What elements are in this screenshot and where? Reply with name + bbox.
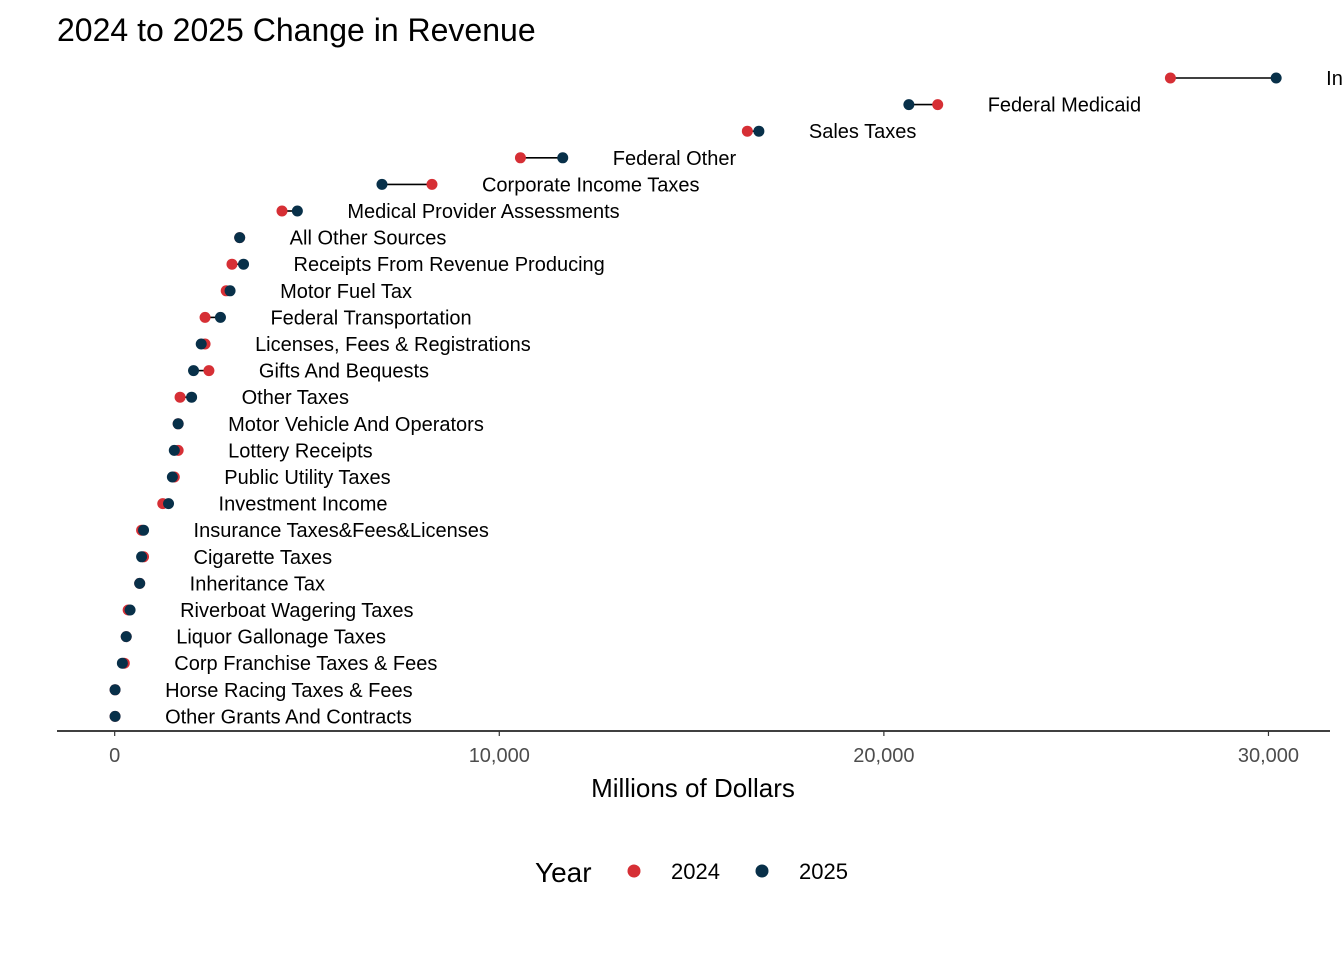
- point-2025: [163, 498, 175, 510]
- category-label: Sales Taxes: [809, 121, 916, 143]
- category-label: Corp Franchise Taxes & Fees: [174, 653, 437, 675]
- point-2025: [186, 391, 198, 403]
- category-label: Horse Racing Taxes & Fees: [165, 680, 413, 702]
- point-2025: [116, 657, 128, 669]
- legend-title: Year: [535, 857, 592, 888]
- chart-title: 2024 to 2025 Change in Revenue: [57, 12, 536, 48]
- point-2025: [188, 365, 200, 377]
- x-axis-title: Millions of Dollars: [591, 773, 795, 803]
- category-label: Inheritance Tax: [190, 573, 325, 595]
- point-2025: [234, 232, 246, 244]
- legend-items: 2024 2025: [627, 859, 848, 884]
- category-label: Cigarette Taxes: [194, 547, 333, 569]
- category-label: All Other Sources: [290, 228, 447, 250]
- plot-area: In Federal Medicaid Sales Taxes Federal Oth…: [109, 68, 1343, 728]
- category-label: Liquor Gallonage Taxes: [176, 627, 386, 649]
- category-label: Riverboat Wagering Taxes: [180, 600, 413, 622]
- point-2024: [174, 391, 186, 403]
- category-label: Federal Transportation: [270, 307, 471, 329]
- category-label: Medical Provider Assessments: [347, 201, 619, 223]
- point-2025: [195, 338, 207, 350]
- point-2025: [109, 684, 121, 696]
- category-label: Corporate Income Taxes: [482, 174, 700, 196]
- point-2024: [514, 152, 526, 164]
- point-2024: [426, 178, 438, 190]
- point-2024: [199, 311, 211, 323]
- category-label: Licenses, Fees & Registrations: [255, 334, 531, 356]
- category-label: Other Grants And Contracts: [165, 706, 412, 728]
- point-2025: [109, 710, 121, 722]
- point-2025: [376, 178, 388, 190]
- point-2025: [168, 444, 180, 456]
- category-label: Public Utility Taxes: [224, 467, 390, 489]
- legend-label-2025: 2025: [799, 859, 848, 884]
- point-2025: [224, 285, 236, 297]
- point-2025: [903, 99, 915, 111]
- point-2025: [557, 152, 569, 164]
- point-2025: [214, 311, 226, 323]
- category-label: Investment Income: [219, 494, 388, 516]
- point-2024: [741, 125, 753, 137]
- point-2025: [291, 205, 303, 217]
- point-2024: [203, 365, 215, 377]
- point-2025: [134, 577, 146, 589]
- category-label: Motor Vehicle And Operators: [228, 414, 484, 436]
- point-2025: [138, 524, 150, 536]
- category-label: In: [1326, 68, 1343, 90]
- category-label: Federal Medicaid: [988, 95, 1141, 117]
- point-2024: [226, 258, 238, 270]
- category-label: Gifts And Bequests: [259, 361, 429, 383]
- legend-key-2024: [627, 864, 641, 878]
- legend-key-2025: [755, 864, 769, 878]
- x-tick-label: 10,000: [469, 745, 530, 767]
- x-axis-ticks: 0 10,000 20,000 30,000: [109, 731, 1299, 767]
- category-label: Insurance Taxes&Fees&Licenses: [194, 520, 489, 542]
- point-2024: [276, 205, 288, 217]
- category-label: Lottery Receipts: [228, 440, 373, 462]
- point-2024: [1164, 72, 1176, 84]
- category-label: Other Taxes: [242, 387, 349, 409]
- legend: Year 2024 2025: [535, 857, 848, 888]
- category-label: Federal Other: [613, 148, 737, 170]
- legend-label-2024: 2024: [671, 859, 720, 884]
- point-2025: [753, 125, 765, 137]
- point-2025: [1270, 72, 1282, 84]
- point-2024: [932, 99, 944, 111]
- category-label: Motor Fuel Tax: [280, 281, 412, 303]
- point-2025: [172, 418, 184, 430]
- point-2025: [124, 604, 136, 616]
- x-tick-label: 20,000: [853, 745, 914, 767]
- category-label: Receipts From Revenue Producing: [294, 254, 605, 276]
- x-tick-label: 30,000: [1238, 745, 1299, 767]
- point-2025: [166, 471, 178, 483]
- x-tick-label: 0: [109, 745, 120, 767]
- point-2025: [136, 551, 148, 563]
- point-2025: [120, 631, 132, 643]
- point-2025: [238, 258, 250, 270]
